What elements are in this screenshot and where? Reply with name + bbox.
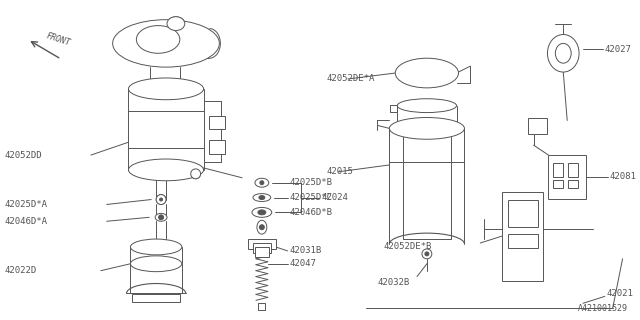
Text: 42081: 42081: [610, 172, 637, 181]
Text: 42031B: 42031B: [289, 246, 322, 255]
Text: 42022D: 42022D: [5, 266, 37, 275]
Bar: [554, 180, 563, 188]
Bar: [209, 116, 225, 129]
Text: 42052DE*A: 42052DE*A: [326, 75, 374, 84]
Ellipse shape: [422, 249, 432, 259]
Ellipse shape: [136, 26, 180, 53]
Text: 42047: 42047: [289, 259, 316, 268]
Bar: [255, 247, 269, 257]
Ellipse shape: [556, 44, 571, 63]
Bar: [390, 105, 397, 112]
Bar: [248, 239, 276, 249]
Ellipse shape: [396, 58, 458, 88]
Ellipse shape: [255, 178, 269, 187]
Ellipse shape: [397, 99, 456, 113]
Ellipse shape: [156, 195, 166, 204]
Text: 42024: 42024: [321, 193, 348, 202]
Text: FRONT: FRONT: [45, 31, 72, 47]
Bar: [554, 163, 563, 177]
Text: A: A: [260, 304, 264, 309]
Text: 42025D*A: 42025D*A: [5, 200, 48, 209]
Text: A: A: [392, 106, 395, 111]
Ellipse shape: [425, 252, 429, 256]
Bar: [259, 303, 266, 310]
Ellipse shape: [159, 215, 164, 220]
Ellipse shape: [113, 20, 220, 67]
Ellipse shape: [167, 17, 185, 30]
Ellipse shape: [260, 181, 264, 185]
Text: 42025D*C: 42025D*C: [289, 193, 333, 202]
Ellipse shape: [259, 225, 264, 230]
Ellipse shape: [259, 196, 265, 200]
Text: 42046D*A: 42046D*A: [5, 217, 48, 226]
Text: A421001529: A421001529: [577, 304, 627, 313]
Bar: [253, 243, 271, 253]
Text: 42021: 42021: [607, 289, 634, 298]
Bar: [528, 118, 547, 134]
Text: 42032B: 42032B: [378, 278, 410, 287]
Bar: [209, 140, 225, 154]
Text: 42046D*B: 42046D*B: [289, 208, 333, 217]
Ellipse shape: [159, 198, 163, 201]
Ellipse shape: [252, 207, 272, 217]
Bar: [508, 200, 538, 227]
Bar: [568, 180, 578, 188]
Text: 42015: 42015: [326, 167, 353, 176]
Text: 42025D*B: 42025D*B: [289, 178, 333, 187]
Ellipse shape: [389, 117, 465, 139]
Bar: [508, 234, 538, 248]
Ellipse shape: [258, 210, 266, 215]
Ellipse shape: [253, 194, 271, 202]
Ellipse shape: [191, 169, 200, 179]
Text: 42052DD: 42052DD: [5, 150, 43, 160]
Ellipse shape: [131, 239, 182, 255]
Text: 42052DE*B: 42052DE*B: [383, 243, 432, 252]
Ellipse shape: [257, 220, 267, 234]
Bar: [568, 163, 578, 177]
Text: 42027: 42027: [605, 45, 632, 54]
Bar: [548, 155, 586, 198]
Ellipse shape: [131, 256, 182, 272]
Ellipse shape: [547, 35, 579, 72]
Bar: [502, 192, 543, 281]
Ellipse shape: [129, 159, 204, 181]
Ellipse shape: [155, 213, 167, 221]
Ellipse shape: [129, 78, 204, 100]
Bar: [132, 294, 180, 302]
